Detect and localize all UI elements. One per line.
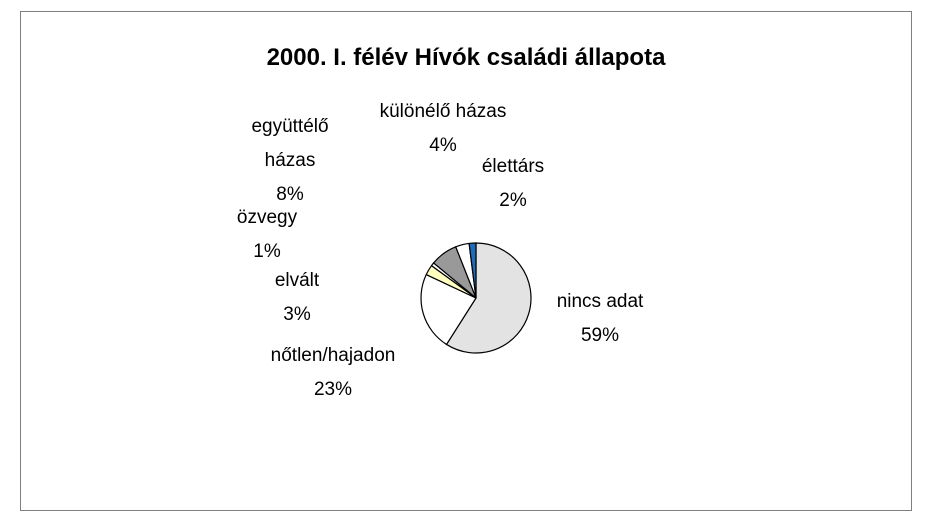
category-label: elvált xyxy=(274,270,320,291)
category-label: különélő házas xyxy=(379,101,507,122)
category-label: élettárs xyxy=(481,156,545,177)
pie-slice xyxy=(445,242,532,354)
category-label: együttélő házas xyxy=(251,116,329,171)
slice-label: élettárs 2% xyxy=(463,150,563,218)
slice-label: elvált 3% xyxy=(257,264,337,332)
category-label: nőtlen/hajadon xyxy=(270,345,396,366)
slice-label: özvegy 1% xyxy=(227,201,307,269)
category-label: nincs adat xyxy=(556,291,644,312)
value-label: 59% xyxy=(580,325,620,346)
slice-label: nőtlen/hajadon 23% xyxy=(253,339,413,407)
category-label: özvegy xyxy=(236,207,298,228)
chart-title: 2000. I. félév Hívók családi állapota xyxy=(266,44,666,71)
slice-label: együttélő házas 8% xyxy=(235,110,345,212)
slice-label: különélő házas 4% xyxy=(363,95,523,163)
slice-label: nincs adat 59% xyxy=(540,285,660,353)
value-label: 8% xyxy=(276,184,304,205)
value-label: 4% xyxy=(429,135,457,156)
value-label: 2% xyxy=(499,190,527,211)
pie-slice xyxy=(468,242,477,299)
value-label: 23% xyxy=(313,379,353,400)
value-label: 1% xyxy=(253,241,281,262)
value-label: 3% xyxy=(283,304,311,325)
